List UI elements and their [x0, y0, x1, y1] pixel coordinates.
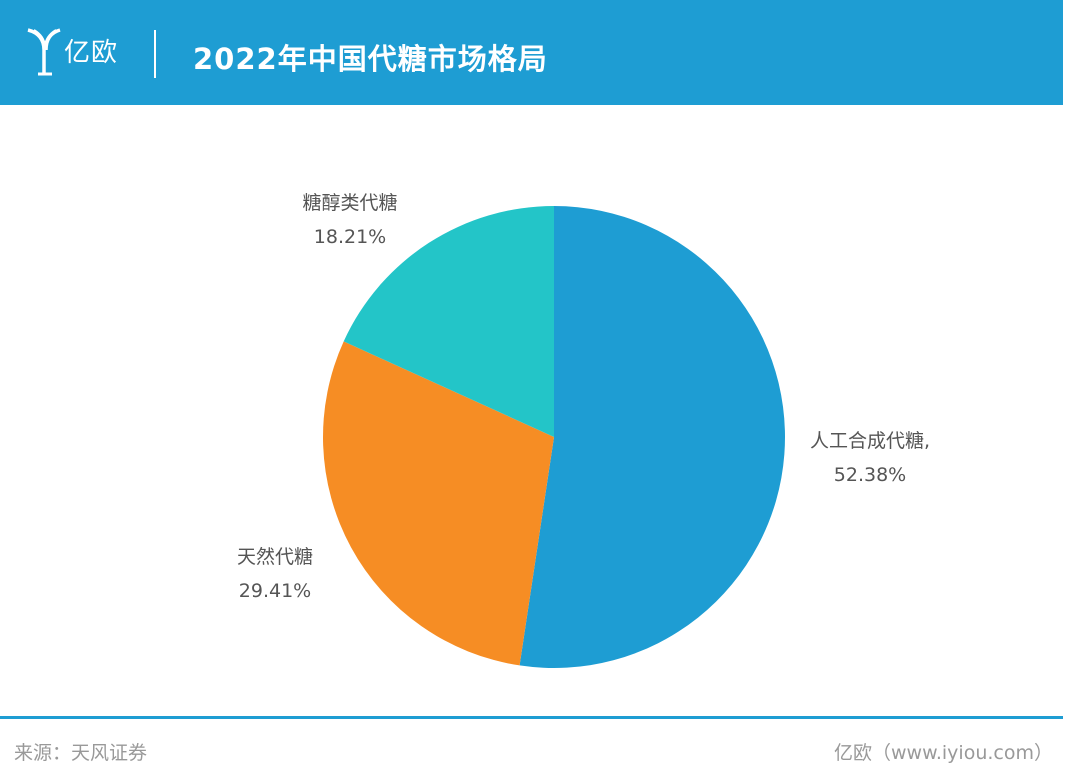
slice-value-1: 29.41%: [238, 580, 312, 602]
yiou-logo-icon: [27, 28, 61, 76]
slice-name-2: 糖醇类代糖: [302, 192, 398, 214]
slice-value-0: 52.38%: [833, 464, 907, 486]
pie-chart: [323, 206, 785, 668]
source-note: 来源：天风证券: [14, 742, 148, 764]
slice-name-0: 人工合成代糖,: [809, 430, 931, 452]
header-banner: 亿欧 2022年中国代糖市场格局: [0, 0, 1063, 105]
header-divider: [154, 30, 156, 78]
slice-name-1: 天然代糖: [236, 546, 313, 568]
pie-slice-2: [343, 206, 554, 437]
footer-divider: [0, 716, 1063, 719]
pie-slice-1: [323, 341, 554, 666]
site-credit: 亿欧（www.iyiou.com）: [833, 742, 1053, 764]
page-title: 2022年中国代糖市场格局: [193, 42, 548, 76]
slice-label-0: 人工合成代糖, 52.38%: [800, 424, 940, 492]
logo-text: 亿欧: [64, 38, 119, 68]
slice-label-1: 天然代糖 29.41%: [220, 540, 330, 608]
yiou-logo: 亿欧: [24, 24, 134, 80]
pie-slice-0: [519, 206, 785, 668]
slice-label-2: 糖醇类代糖 18.21%: [280, 186, 420, 254]
slice-value-2: 18.21%: [313, 226, 387, 248]
